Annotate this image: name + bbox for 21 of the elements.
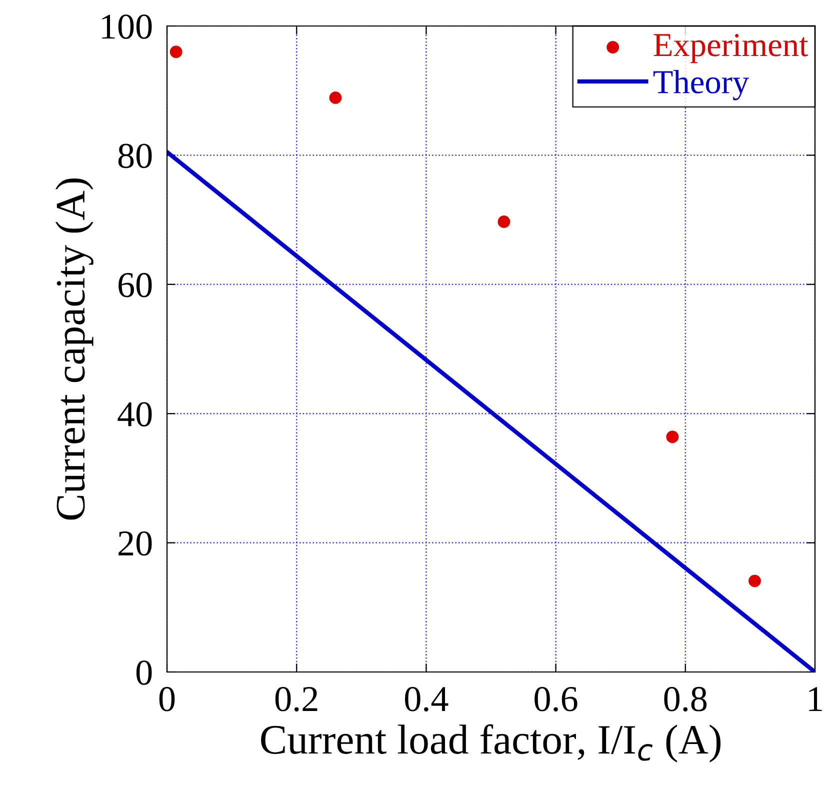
y-tick-label: 80 [118,144,152,168]
legend-label: Theory [653,70,749,100]
point [666,430,679,444]
x-tick-label: 0.6 [534,686,578,712]
x-axis-title: Current load factor, I/I$_{c}$ (A) [261,724,720,762]
x-tick-label: 0.4 [405,686,448,712]
point [498,216,510,228]
y-tick-label: 0 [136,660,152,685]
point [748,574,761,588]
x-tick-label: 1 [809,687,822,711]
y-tick-label: 40 [118,402,152,426]
y-tick-label: 60 [118,272,152,298]
x-tick-label: 0 [159,686,175,712]
point [170,46,182,58]
x-tick-label: 0.2 [275,686,318,712]
y-axis-title: Current capacity (A) [55,178,94,520]
y-tick-label: 100 [102,14,152,39]
point [329,91,342,104]
x-tick-label: 0.8 [664,686,707,712]
legend-label: Experiment [654,34,808,64]
y-tick-label: 20 [118,531,152,556]
